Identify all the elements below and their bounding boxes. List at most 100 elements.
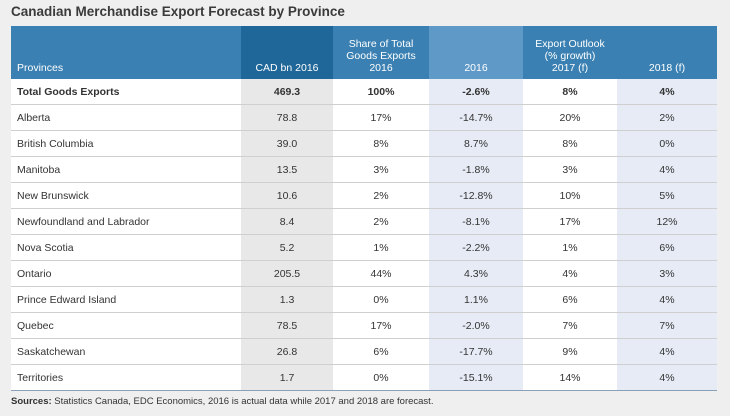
growth-2017-cell: 4% xyxy=(523,260,617,287)
cad-bn-cell: 78.5 xyxy=(241,312,333,339)
province-cell: Prince Edward Island xyxy=(11,286,241,313)
header-share: Share of Total Goods Exports 2016 xyxy=(333,26,429,79)
growth-2016-cell: -8.1% xyxy=(429,208,523,235)
growth-2018-cell: 7% xyxy=(617,312,717,339)
sources-label: Sources: xyxy=(11,396,52,407)
table-row: Prince Edward Island 1.3 0% 1.1% 6% 4% xyxy=(11,286,717,313)
table-row: Nova Scotia 5.2 1% -2.2% 1% 6% xyxy=(11,234,717,261)
growth-2018-cell: 5% xyxy=(617,182,717,209)
header-share-line1: Share of Total xyxy=(348,38,414,50)
growth-2018-cell: 4% xyxy=(617,79,717,105)
cad-bn-cell: 1.7 xyxy=(241,364,333,391)
header-outlook-line1: Export Outlook xyxy=(535,38,605,50)
cad-bn-cell: 78.8 xyxy=(241,104,333,131)
table-row: Quebec 78.5 17% -2.0% 7% 7% xyxy=(11,312,717,339)
growth-2017-cell: 8% xyxy=(523,130,617,157)
sources-text: Statistics Canada, EDC Economics, 2016 i… xyxy=(54,396,434,407)
province-cell: Newfoundland and Labrador xyxy=(11,208,241,235)
export-forecast-table: Provinces CAD bn 2016 Share of Total Goo… xyxy=(11,26,717,391)
table-row: Alberta 78.8 17% -14.7% 20% 2% xyxy=(11,104,717,131)
cad-bn-cell: 39.0 xyxy=(241,130,333,157)
header-2016: 2016 xyxy=(429,26,523,79)
growth-2016-cell: -15.1% xyxy=(429,364,523,391)
growth-2016-cell: 4.3% xyxy=(429,260,523,287)
province-cell: New Brunswick xyxy=(11,182,241,209)
cad-bn-cell: 469.3 xyxy=(241,79,333,105)
growth-2018-cell: 12% xyxy=(617,208,717,235)
growth-2017-cell: 20% xyxy=(523,104,617,131)
header-outlook-2017: Export Outlook (% growth) 2017 (f) xyxy=(523,26,617,79)
table-row: Newfoundland and Labrador 8.4 2% -8.1% 17% 12… xyxy=(11,208,717,235)
growth-2018-cell: 4% xyxy=(617,156,717,183)
growth-2016-cell: -1.8% xyxy=(429,156,523,183)
header-2017: 2017 (f) xyxy=(551,62,589,74)
growth-2016-cell: 8.7% xyxy=(429,130,523,157)
growth-2018-cell: 3% xyxy=(617,260,717,287)
growth-2017-cell: 6% xyxy=(523,286,617,313)
header-outlook-line2: (% growth) xyxy=(544,50,596,62)
table-row: Ontario 205.5 44% 4.3% 4% 3% xyxy=(11,260,717,287)
table-row: Saskatchewan 26.8 6% -17.7% 9% 4% xyxy=(11,338,717,365)
table-row: New Brunswick 10.6 2% -12.8% 10% 5% xyxy=(11,182,717,209)
header-cad-bn: CAD bn 2016 xyxy=(241,26,333,79)
province-cell: Quebec xyxy=(11,312,241,339)
share-cell: 1% xyxy=(333,234,429,261)
growth-2017-cell: 1% xyxy=(523,234,617,261)
province-cell: Saskatchewan xyxy=(11,338,241,365)
table-row: Manitoba 13.5 3% -1.8% 3% 4% xyxy=(11,156,717,183)
growth-2018-cell: 4% xyxy=(617,338,717,365)
growth-2016-cell: 1.1% xyxy=(429,286,523,313)
growth-2018-cell: 2% xyxy=(617,104,717,131)
growth-2018-cell: 4% xyxy=(617,286,717,313)
header-provinces: Provinces xyxy=(11,26,241,79)
growth-2016-cell: -12.8% xyxy=(429,182,523,209)
table-row: Territories 1.7 0% -15.1% 14% 4% xyxy=(11,364,717,391)
share-cell: 17% xyxy=(333,104,429,131)
cad-bn-cell: 205.5 xyxy=(241,260,333,287)
cad-bn-cell: 10.6 xyxy=(241,182,333,209)
growth-2017-cell: 9% xyxy=(523,338,617,365)
growth-2017-cell: 10% xyxy=(523,182,617,209)
share-cell: 0% xyxy=(333,364,429,391)
growth-2016-cell: -17.7% xyxy=(429,338,523,365)
growth-2017-cell: 8% xyxy=(523,79,617,105)
header-share-line2: Goods Exports xyxy=(346,50,416,62)
sources-note: Sources: Statistics Canada, EDC Economic… xyxy=(11,396,433,407)
province-cell: Alberta xyxy=(11,104,241,131)
share-cell: 2% xyxy=(333,182,429,209)
province-cell: Nova Scotia xyxy=(11,234,241,261)
growth-2016-cell: -2.6% xyxy=(429,79,523,105)
province-cell: British Columbia xyxy=(11,130,241,157)
cad-bn-cell: 13.5 xyxy=(241,156,333,183)
growth-2016-cell: -14.7% xyxy=(429,104,523,131)
header-share-year: 2016 xyxy=(369,62,393,74)
cad-bn-cell: 8.4 xyxy=(241,208,333,235)
table-title: Canadian Merchandise Export Forecast by … xyxy=(11,4,345,19)
province-cell: Territories xyxy=(11,364,241,391)
cad-bn-cell: 26.8 xyxy=(241,338,333,365)
growth-2017-cell: 7% xyxy=(523,312,617,339)
share-cell: 100% xyxy=(333,79,429,105)
growth-2018-cell: 0% xyxy=(617,130,717,157)
share-cell: 3% xyxy=(333,156,429,183)
province-cell: Manitoba xyxy=(11,156,241,183)
share-cell: 6% xyxy=(333,338,429,365)
share-cell: 2% xyxy=(333,208,429,235)
header-row: Provinces CAD bn 2016 Share of Total Goo… xyxy=(11,26,717,79)
share-cell: 8% xyxy=(333,130,429,157)
cad-bn-cell: 1.3 xyxy=(241,286,333,313)
share-cell: 44% xyxy=(333,260,429,287)
growth-2018-cell: 6% xyxy=(617,234,717,261)
growth-2017-cell: 17% xyxy=(523,208,617,235)
growth-2016-cell: -2.0% xyxy=(429,312,523,339)
table-row: British Columbia 39.0 8% 8.7% 8% 0% xyxy=(11,130,717,157)
growth-2017-cell: 3% xyxy=(523,156,617,183)
table-body: Total Goods Exports 469.3 100% -2.6% 8% 4% Alb… xyxy=(11,79,717,391)
province-cell: Ontario xyxy=(11,260,241,287)
cad-bn-cell: 5.2 xyxy=(241,234,333,261)
growth-2018-cell: 4% xyxy=(617,364,717,391)
total-row: Total Goods Exports 469.3 100% -2.6% 8% 4% xyxy=(11,79,717,105)
growth-2016-cell: -2.2% xyxy=(429,234,523,261)
province-cell: Total Goods Exports xyxy=(11,79,241,105)
share-cell: 17% xyxy=(333,312,429,339)
